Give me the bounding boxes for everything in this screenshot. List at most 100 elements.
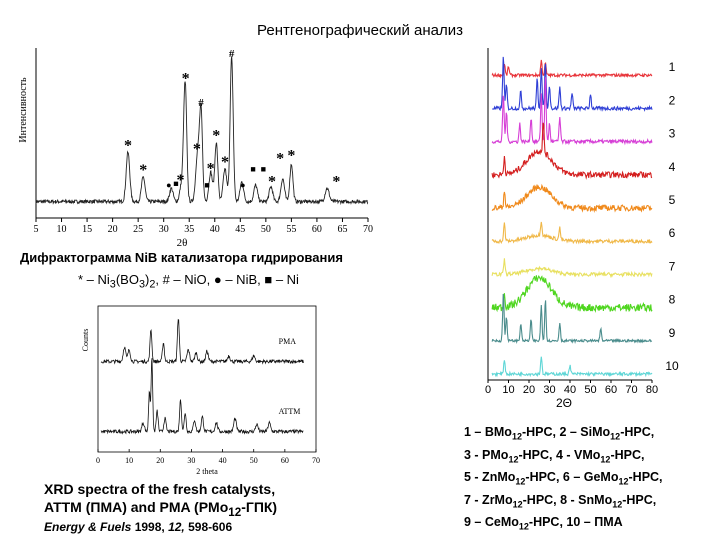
nib-x-tick-label: 50 (261, 224, 271, 235)
attm-pma-xrd-chart: 0 10 20 30 40 50 60 70 2 theta Counts PMA ATTM (81, 305, 320, 476)
nib-x-tick-label: 55 (286, 224, 296, 235)
hpc-caption-part: 7 - ZrMo (464, 492, 513, 507)
hpc-x-label: 2Θ (556, 396, 572, 410)
ref-volume: 12, (168, 520, 185, 534)
hpc-caption-part: 3 - PMo (464, 447, 509, 462)
hpc-series-label: 6 (669, 226, 676, 240)
hpc-caption-part: 12 (512, 499, 523, 509)
nib-y-label: Интенсивность (18, 77, 29, 143)
nib-x-tick-label: 25 (133, 224, 143, 235)
nib-peak-marker: * (139, 162, 147, 179)
attm-series-line-attm (100, 358, 304, 435)
reference-caption: Energy & Fuels 1998, 12, 598-606 (44, 520, 232, 534)
nib-x-tick-label: 40 (210, 224, 220, 235)
nib-peak-marker: ● (240, 180, 245, 190)
hpc-series-line-3 (491, 77, 653, 146)
nib-peak-marker: * (221, 154, 229, 171)
legend-text-rest: , # – NiO, ● – NiB, ■ – Ni (155, 272, 299, 287)
nib-peak-marker: ■ (261, 164, 266, 174)
hpc-xrd-stack-chart: 0 10 20 30 40 50 60 70 80 2Θ 1 2 3 4 5 6 7 8 9 10 (485, 48, 679, 410)
ref-pages: 598-606 (188, 520, 233, 534)
hpc-caption-part: -HPC, 2 – SiMo (521, 425, 611, 439)
legend-star: * (78, 272, 84, 287)
hpc-caption-part: 12 (518, 521, 529, 532)
hpc-series-line-7 (491, 258, 653, 279)
nib-peak-marker: * (177, 172, 185, 189)
hpc-caption-part: -HPC, (620, 425, 655, 439)
hpc-caption-part: 12 (515, 476, 526, 487)
attm-x-tick-label: 60 (281, 456, 289, 465)
nib-peak-marker: ■ (250, 164, 255, 174)
nib-x-tick-label: 30 (159, 224, 169, 235)
nib-legend: * – Ni3(BO3)2, # – NiO, ● – NiB, ■ – Ni (78, 272, 299, 291)
hpc-x-tick-label: 80 (646, 384, 658, 396)
attm-x-tick-label: 50 (250, 456, 258, 465)
hpc-series-label: 5 (669, 193, 676, 207)
hpc-caption-part: 9 – CeMo (464, 515, 519, 529)
hpc-x-tick-label: 30 (543, 384, 555, 396)
hpc-caption-part: -HPC, (628, 470, 663, 484)
hpc-x-tick-label: 60 (605, 384, 617, 396)
hpc-series-line-4 (491, 122, 653, 180)
hpc-caption-part: 12 (612, 499, 623, 509)
hpc-caption-line: 5 - ZnMo12-HPC, 6 – GeMo12-HPC, (464, 468, 663, 491)
legend-sub: 2 (149, 278, 156, 291)
nib-x-tick-label: 15 (82, 224, 92, 235)
xrd-caption: XRD spectra of the fresh catalysts, ATTM… (44, 480, 277, 522)
nib-diffractogram: 5 10 15 20 25 30 35 40 45 50 55 60 65 70 2θ Интенсивнос… (18, 48, 373, 249)
hpc-caption-line: 3 - PMo12-HPC, 4 - VMo12-HPC, (464, 446, 663, 469)
nib-peak-marker: * (124, 138, 132, 155)
nib-peak-marker: * (193, 141, 201, 158)
attm-x-tick-label: 30 (187, 456, 195, 465)
nib-caption: Дифрактограмма NiB катализатора гидриров… (20, 250, 343, 265)
hpc-series-label: 2 (669, 93, 676, 107)
legend-sub: 3 (109, 278, 116, 291)
attm-series-line-pma (100, 318, 304, 365)
nib-peak-marker: * (276, 151, 284, 168)
hpc-series-line-6 (491, 221, 653, 245)
nib-x-label: 2θ (177, 237, 188, 249)
hpc-x-tick-label: 10 (502, 384, 514, 396)
attm-y-label: Counts (81, 329, 90, 352)
hpc-caption-part: -HPC, 4 - VMo (518, 447, 601, 462)
hpc-series-label: 1 (669, 60, 676, 74)
hpc-series-label: 9 (669, 326, 676, 340)
hpc-caption-part: 12 (618, 476, 629, 487)
hpc-series-label: 3 (669, 127, 676, 141)
hpc-caption-part: 12 (610, 431, 621, 442)
hpc-caption-part: -HPC, (610, 447, 645, 462)
xrd-caption-line2: ATTM (ПМА) and PMA (PMo12-ГПК) (44, 498, 277, 522)
legend-text-ni: – Ni (83, 272, 110, 287)
attm-x-tick-label: 40 (219, 456, 227, 465)
nib-peak-marker: * (268, 174, 276, 191)
hpc-series-line-8 (491, 274, 653, 313)
hpc-caption-part: 12 (508, 454, 519, 464)
nib-peak-marker: * (332, 174, 340, 191)
nib-x-tick-label: 5 (34, 224, 39, 235)
ref-journal: Energy & Fuels (44, 520, 132, 534)
page-title: Рентгенографический анализ (257, 22, 463, 39)
nib-pattern-line (35, 56, 369, 206)
hpc-caption-line: 7 - ZrMo12-HPC, 8 - SnMo12-HPC, (464, 491, 663, 514)
hpc-caption-part: 5 - ZnMo (464, 470, 516, 484)
xrd-caption-text: ATTM (ПМА) and PMA (PMo (44, 499, 229, 515)
nib-x-tick-label: 70 (363, 224, 373, 235)
legend-text-close: ) (144, 272, 150, 287)
hpc-caption-part: -HPC, 6 – GeMo (525, 470, 619, 484)
hpc-x-tick-label: 20 (523, 384, 535, 396)
nib-x-tick-label: 60 (312, 224, 322, 235)
hpc-series-line-9 (491, 293, 653, 344)
hpc-caption-part: 1 – BMo (464, 425, 512, 439)
nib-peak-marker: # (198, 97, 204, 109)
hpc-caption-part: -HPC, (622, 492, 657, 507)
nib-peak-marker: * (207, 161, 215, 178)
nib-x-tick-label: 20 (108, 224, 118, 235)
hpc-caption-part: 12 (600, 454, 611, 464)
attm-x-tick-label: 0 (96, 456, 100, 465)
hpc-x-tick-label: 50 (584, 384, 596, 396)
attm-x-tick-label: 20 (156, 456, 164, 465)
attm-series-label: PMA (279, 337, 297, 346)
attm-x-label: 2 theta (196, 467, 218, 476)
hpc-caption-line: 1 – BMo12-HPC, 2 – SiMo12-HPC, (464, 423, 663, 446)
nib-x-tick-label: 65 (337, 224, 347, 235)
